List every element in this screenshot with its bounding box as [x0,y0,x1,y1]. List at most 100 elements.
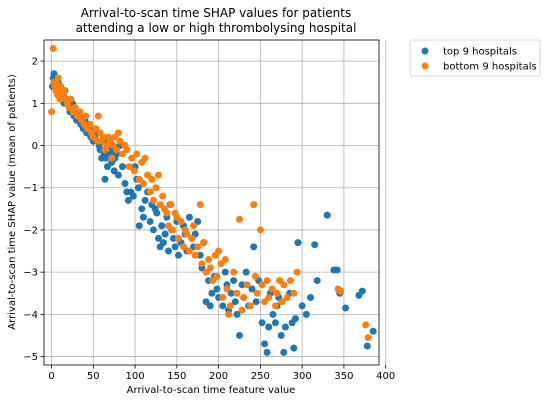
data-point [206,302,214,310]
data-point [180,243,188,251]
data-point [67,95,75,103]
legend-marker-top [421,47,429,55]
data-point [271,319,279,327]
data-point [250,243,258,251]
data-point [333,266,341,274]
x-tick-label: 250 [251,371,270,382]
x-tick-label: 150 [167,371,186,382]
grid [44,40,387,365]
data-point [358,287,366,295]
data-point [159,192,167,200]
data-point [306,293,314,301]
data-point [337,287,345,295]
data-point [268,285,276,293]
data-point [248,285,256,293]
data-point [238,281,246,289]
y-tick-label: 0 [32,141,38,152]
data-point [240,293,248,301]
data-point [313,277,321,285]
data-point [196,201,204,209]
series-bottom-9-hospitals [48,44,372,342]
data-point [253,289,261,297]
data-point [101,175,109,183]
data-point [271,302,279,310]
data-point [278,298,286,306]
data-point [163,209,171,217]
data-point [123,146,131,154]
data-point [164,247,172,255]
legend: top 9 hospitals bottom 9 hospitals [409,39,541,77]
data-point [146,217,154,225]
x-axis-label: Arrival-to-scan time feature value [127,385,296,396]
data-point [205,255,213,263]
data-point [124,196,132,204]
data-point [54,74,62,82]
data-point [235,331,243,339]
legend-marker-bottom [421,62,429,70]
y-tick-label: −5 [23,352,38,363]
legend-label-top: top 9 hospitals [443,47,517,58]
data-point [128,154,136,162]
data-point [258,281,266,289]
data-point [148,175,156,183]
data-point [94,112,102,120]
data-point [246,302,254,310]
data-point [134,184,142,192]
data-point [86,120,94,128]
data-point [219,293,227,301]
x-tick-label: 400 [376,371,395,382]
data-point [152,184,160,192]
data-point [233,310,241,318]
data-point [167,201,175,209]
data-point [362,321,370,329]
data-point [138,205,146,213]
x-tick-label: 50 [87,371,100,382]
data-point [258,319,266,327]
data-point [133,150,141,158]
data-point [233,289,241,297]
plot-frame [43,39,380,366]
data-point [221,268,229,276]
y-axis-label: Arrival-to-scan time SHAP value (mean of… [7,74,18,330]
data-point [154,171,162,179]
data-point [363,342,371,350]
data-point [342,304,350,312]
data-point [221,255,229,263]
data-point [141,154,149,162]
data-point [113,146,121,154]
data-point [242,268,250,276]
data-point [323,211,331,219]
data-point [60,87,68,95]
data-point [265,293,273,301]
data-point [149,226,157,234]
y-tick-label: 2 [32,57,38,68]
data-point [130,167,138,175]
data-point [226,302,234,310]
x-tick-label: 0 [48,371,54,382]
x-tick-label: 100 [126,371,145,382]
data-point [293,268,301,276]
legend-label-bottom: bottom 9 hospitals [443,62,537,73]
data-point [290,289,298,297]
x-tick-label: 200 [209,371,228,382]
x-tick-label: 300 [293,371,312,382]
data-point [171,243,179,251]
data-point [265,323,273,331]
data-point [175,234,183,242]
data-point [108,154,116,162]
data-point [364,334,372,342]
data-point [250,201,258,209]
axis-ticks: 0 50 100 150 200 250 300 350 400 2 1 0 −1 −2 −3 −4 −5 [23,57,395,382]
data-point [169,226,177,234]
data-point [116,137,124,145]
data-point [223,285,231,293]
data-point [243,281,251,289]
data-points [48,44,377,356]
data-point [208,289,216,297]
data-point [261,340,269,348]
data-point [280,281,288,289]
data-point [146,188,154,196]
data-point [252,298,260,306]
data-point [48,108,56,116]
